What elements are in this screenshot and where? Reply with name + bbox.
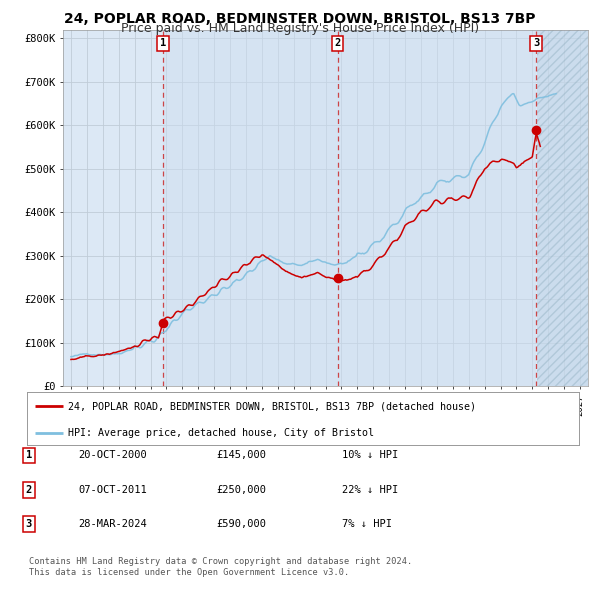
Text: Price paid vs. HM Land Registry's House Price Index (HPI): Price paid vs. HM Land Registry's House … [121, 22, 479, 35]
Text: 7% ↓ HPI: 7% ↓ HPI [342, 519, 392, 529]
Text: 24, POPLAR ROAD, BEDMINSTER DOWN, BRISTOL, BS13 7BP (detached house): 24, POPLAR ROAD, BEDMINSTER DOWN, BRISTO… [68, 401, 476, 411]
Text: 2: 2 [335, 38, 341, 48]
Bar [537, 30, 588, 386]
Text: 28-MAR-2024: 28-MAR-2024 [78, 519, 147, 529]
Text: 07-OCT-2011: 07-OCT-2011 [78, 485, 147, 494]
Text: HPI: Average price, detached house, City of Bristol: HPI: Average price, detached house, City… [68, 428, 374, 438]
Text: 22% ↓ HPI: 22% ↓ HPI [342, 485, 398, 494]
Text: £590,000: £590,000 [216, 519, 266, 529]
Text: 10% ↓ HPI: 10% ↓ HPI [342, 451, 398, 460]
Text: 1: 1 [26, 451, 32, 460]
Bar [537, 30, 588, 386]
Text: 24, POPLAR ROAD, BEDMINSTER DOWN, BRISTOL, BS13 7BP: 24, POPLAR ROAD, BEDMINSTER DOWN, BRISTO… [64, 12, 536, 26]
Text: This data is licensed under the Open Government Licence v3.0.: This data is licensed under the Open Gov… [29, 568, 349, 577]
Text: 3: 3 [533, 38, 539, 48]
Bar [163, 30, 338, 386]
Text: £145,000: £145,000 [216, 451, 266, 460]
Text: Contains HM Land Registry data © Crown copyright and database right 2024.: Contains HM Land Registry data © Crown c… [29, 558, 412, 566]
Text: 1: 1 [160, 38, 166, 48]
Text: 2: 2 [26, 485, 32, 494]
Text: 3: 3 [26, 519, 32, 529]
Text: 20-OCT-2000: 20-OCT-2000 [78, 451, 147, 460]
Bar [338, 30, 536, 386]
Text: £250,000: £250,000 [216, 485, 266, 494]
